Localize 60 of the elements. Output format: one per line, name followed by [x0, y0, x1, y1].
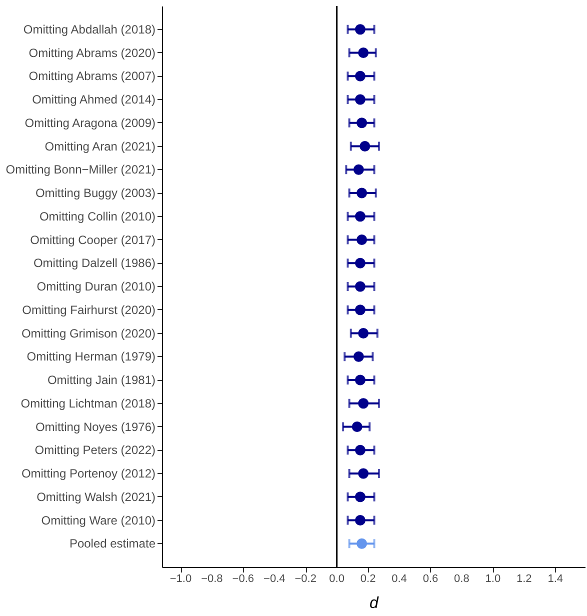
y-tick-label: Omitting Grimison (2020): [21, 326, 156, 340]
y-tick-label: Omitting Duran (2010): [36, 280, 156, 294]
y-tick-label: Omitting Cooper (2017): [30, 232, 156, 247]
y-tick-label: Omitting Peters (2022): [34, 443, 156, 458]
point: [358, 398, 369, 409]
y-tick-label: Omitting Fairhurst (2020): [22, 302, 156, 317]
point: [358, 48, 369, 58]
y-tick-label: Omitting Lichtman (2018): [20, 396, 156, 410]
y-tick-label: Omitting Herman (1979): [26, 350, 156, 364]
x-tick-label: 0.4: [392, 573, 407, 585]
point: [354, 281, 366, 292]
point: [354, 515, 366, 526]
point: [354, 24, 366, 35]
y-tick-label: Omitting Buggy (2003): [35, 186, 156, 200]
x-tick-label: −0.8: [201, 573, 223, 585]
y-tick-label: Omitting Noyes (1976): [35, 420, 156, 434]
x-tick-label: 0.6: [422, 573, 438, 585]
point: [354, 258, 366, 268]
y-tick-label: Omitting Portenoy (2012): [21, 466, 156, 480]
x-tick-label: 1.0: [485, 573, 501, 585]
point: [354, 94, 366, 105]
y-tick-label: Omitting Dalzell (1986): [33, 256, 156, 270]
y-tick-label: Omitting Abrams (2020): [28, 46, 156, 60]
x-tick-label: 1.4: [548, 573, 563, 585]
y-tick-label: Pooled estimate: [69, 536, 156, 551]
point: [358, 328, 369, 338]
x-tick-label: −0.2: [294, 573, 316, 585]
x-tick-label: 1.2: [516, 573, 532, 585]
y-tick-label: Omitting Ahmed (2014): [32, 92, 156, 106]
point: [354, 304, 366, 316]
point: [354, 444, 366, 456]
point: [356, 188, 368, 198]
point: [352, 422, 362, 432]
point: [356, 234, 368, 245]
point: [360, 141, 370, 152]
x-tick-label: −1.0: [170, 573, 192, 585]
point: [353, 351, 364, 362]
x-tick-label: 0.8: [454, 573, 470, 585]
point: [354, 70, 366, 82]
x-tick-label: −0.4: [264, 573, 286, 585]
y-tick-label: Omitting Aran (2021): [44, 139, 156, 154]
point: [358, 468, 369, 479]
point: [356, 538, 368, 549]
y-tick-label: Omitting Aragona (2009): [24, 116, 156, 130]
x-tick-label: 0.0: [329, 573, 344, 585]
y-tick-label: Omitting Collin (2010): [39, 209, 156, 224]
y-tick-label: Omitting Abdallah (2018): [23, 22, 156, 36]
y-tick-label: Omitting Ware (2010): [41, 513, 156, 528]
y-tick-label: Omitting Bonn−Miller (2021): [6, 162, 156, 177]
y-tick-label: Omitting Abrams (2007): [28, 69, 156, 84]
point: [354, 374, 366, 386]
point: [353, 164, 364, 175]
y-tick-label: Omitting Jain (1981): [47, 373, 156, 387]
point: [354, 211, 366, 222]
point: [356, 118, 368, 128]
point: [354, 492, 366, 502]
x-tick-label: 0.2: [360, 573, 376, 585]
y-tick-label: Omitting Walsh (2021): [36, 490, 156, 504]
x-axis-title: d: [370, 595, 380, 612]
x-tick-label: −0.6: [232, 573, 254, 585]
